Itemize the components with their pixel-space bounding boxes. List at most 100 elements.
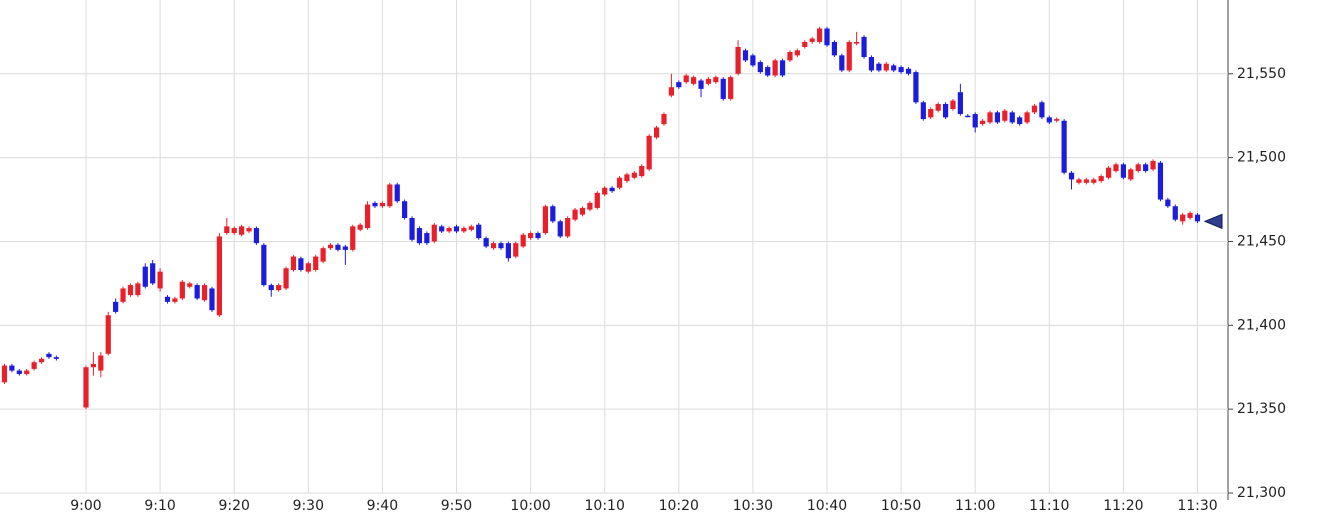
candle-body (854, 41, 860, 44)
candle-body (757, 62, 763, 73)
candle-body (453, 226, 460, 232)
candle-body (920, 102, 926, 120)
candle-body (965, 115, 971, 118)
candle-body (735, 46, 741, 74)
x-tick-label: 10:40 (807, 498, 847, 514)
candle-body (409, 217, 415, 240)
candle-body (372, 202, 378, 207)
candle-body (950, 100, 956, 109)
x-tick-label: 11:30 (1177, 498, 1217, 514)
y-tick-label: 21,350 (1237, 401, 1286, 417)
candle-body (231, 228, 237, 234)
candle-body (720, 78, 726, 99)
candle-body (876, 63, 882, 71)
candle-body (1098, 176, 1104, 182)
candle-body (135, 283, 141, 296)
candle-body (446, 228, 452, 232)
candle-body (298, 258, 304, 270)
candle-body (350, 226, 356, 250)
candle-body (253, 228, 260, 244)
candle-body (1054, 119, 1060, 121)
candle-body (1143, 164, 1149, 172)
candle-body (839, 55, 845, 71)
candle-body (905, 68, 912, 74)
candle-body (579, 207, 586, 215)
candle-body (53, 357, 59, 359)
y-tick-label: 21,400 (1237, 317, 1286, 333)
candle-body (283, 268, 289, 289)
candle-body (1039, 102, 1045, 118)
candle-body (416, 228, 423, 244)
x-tick-label: 11:10 (1029, 498, 1069, 514)
candle-body (335, 244, 341, 250)
candle-body (327, 244, 334, 249)
candle-body (394, 184, 400, 202)
x-tick-label: 10:50 (881, 498, 921, 514)
candle-body (187, 283, 193, 287)
candle-body (1187, 212, 1193, 218)
candle-body (565, 217, 571, 237)
candle-body (439, 226, 445, 232)
candle-body (550, 206, 556, 222)
candle-body (802, 41, 808, 47)
candle-body (1091, 179, 1097, 183)
candle-body (201, 285, 208, 301)
candle-body (142, 266, 148, 287)
x-tick-label: 10:10 (585, 498, 625, 514)
candle-body (157, 271, 163, 289)
candle-body (1, 365, 8, 383)
candle-body (194, 285, 200, 299)
candle-body (824, 28, 830, 46)
candle-body (668, 87, 674, 96)
candle-body (542, 206, 549, 234)
candle-body (31, 362, 37, 369)
candle-body (794, 50, 800, 56)
candle-body (164, 296, 171, 302)
candle-body (742, 50, 749, 61)
candle-body (520, 234, 526, 247)
y-tick-label: 21,500 (1237, 150, 1286, 166)
candle-body (46, 353, 52, 358)
y-tick-label: 21,300 (1237, 485, 1286, 501)
y-tick-label: 21,450 (1237, 233, 1286, 249)
x-tick-label: 9:50 (441, 498, 472, 514)
candle-body (994, 112, 1001, 123)
candle-body (535, 233, 541, 239)
candle-body (268, 285, 274, 291)
candle-body (1120, 164, 1126, 178)
candle-body (216, 236, 222, 316)
candle-body (38, 358, 45, 363)
candle-body (683, 75, 689, 83)
candle-body (431, 224, 437, 242)
candle-body (120, 288, 126, 302)
x-tick-label: 9:10 (144, 498, 175, 514)
candle-body (424, 233, 430, 244)
candle-body (831, 41, 838, 56)
candle-body (616, 177, 623, 188)
candle-body (1194, 214, 1201, 222)
candle-body (24, 370, 30, 374)
candle-body (728, 77, 734, 99)
candle-body (609, 187, 615, 192)
candle-body (357, 224, 363, 230)
x-tick-label: 11:00 (955, 498, 995, 514)
candle-body (468, 226, 474, 230)
candle-body (239, 226, 245, 235)
candle-body (113, 301, 119, 312)
candle-body (483, 238, 489, 247)
candle-body (750, 55, 756, 66)
candle-body (498, 243, 504, 249)
candle-body (127, 285, 134, 296)
candle-body (980, 120, 986, 125)
candle-body (653, 127, 660, 138)
candle-body (646, 135, 652, 170)
candle-body (572, 209, 578, 220)
candle-body (928, 108, 934, 118)
candle-body (461, 228, 467, 232)
candle-body (846, 41, 852, 71)
candle-body (276, 285, 282, 291)
candle-body (342, 246, 348, 250)
candle-body (1024, 112, 1030, 123)
candle-body (105, 315, 111, 354)
